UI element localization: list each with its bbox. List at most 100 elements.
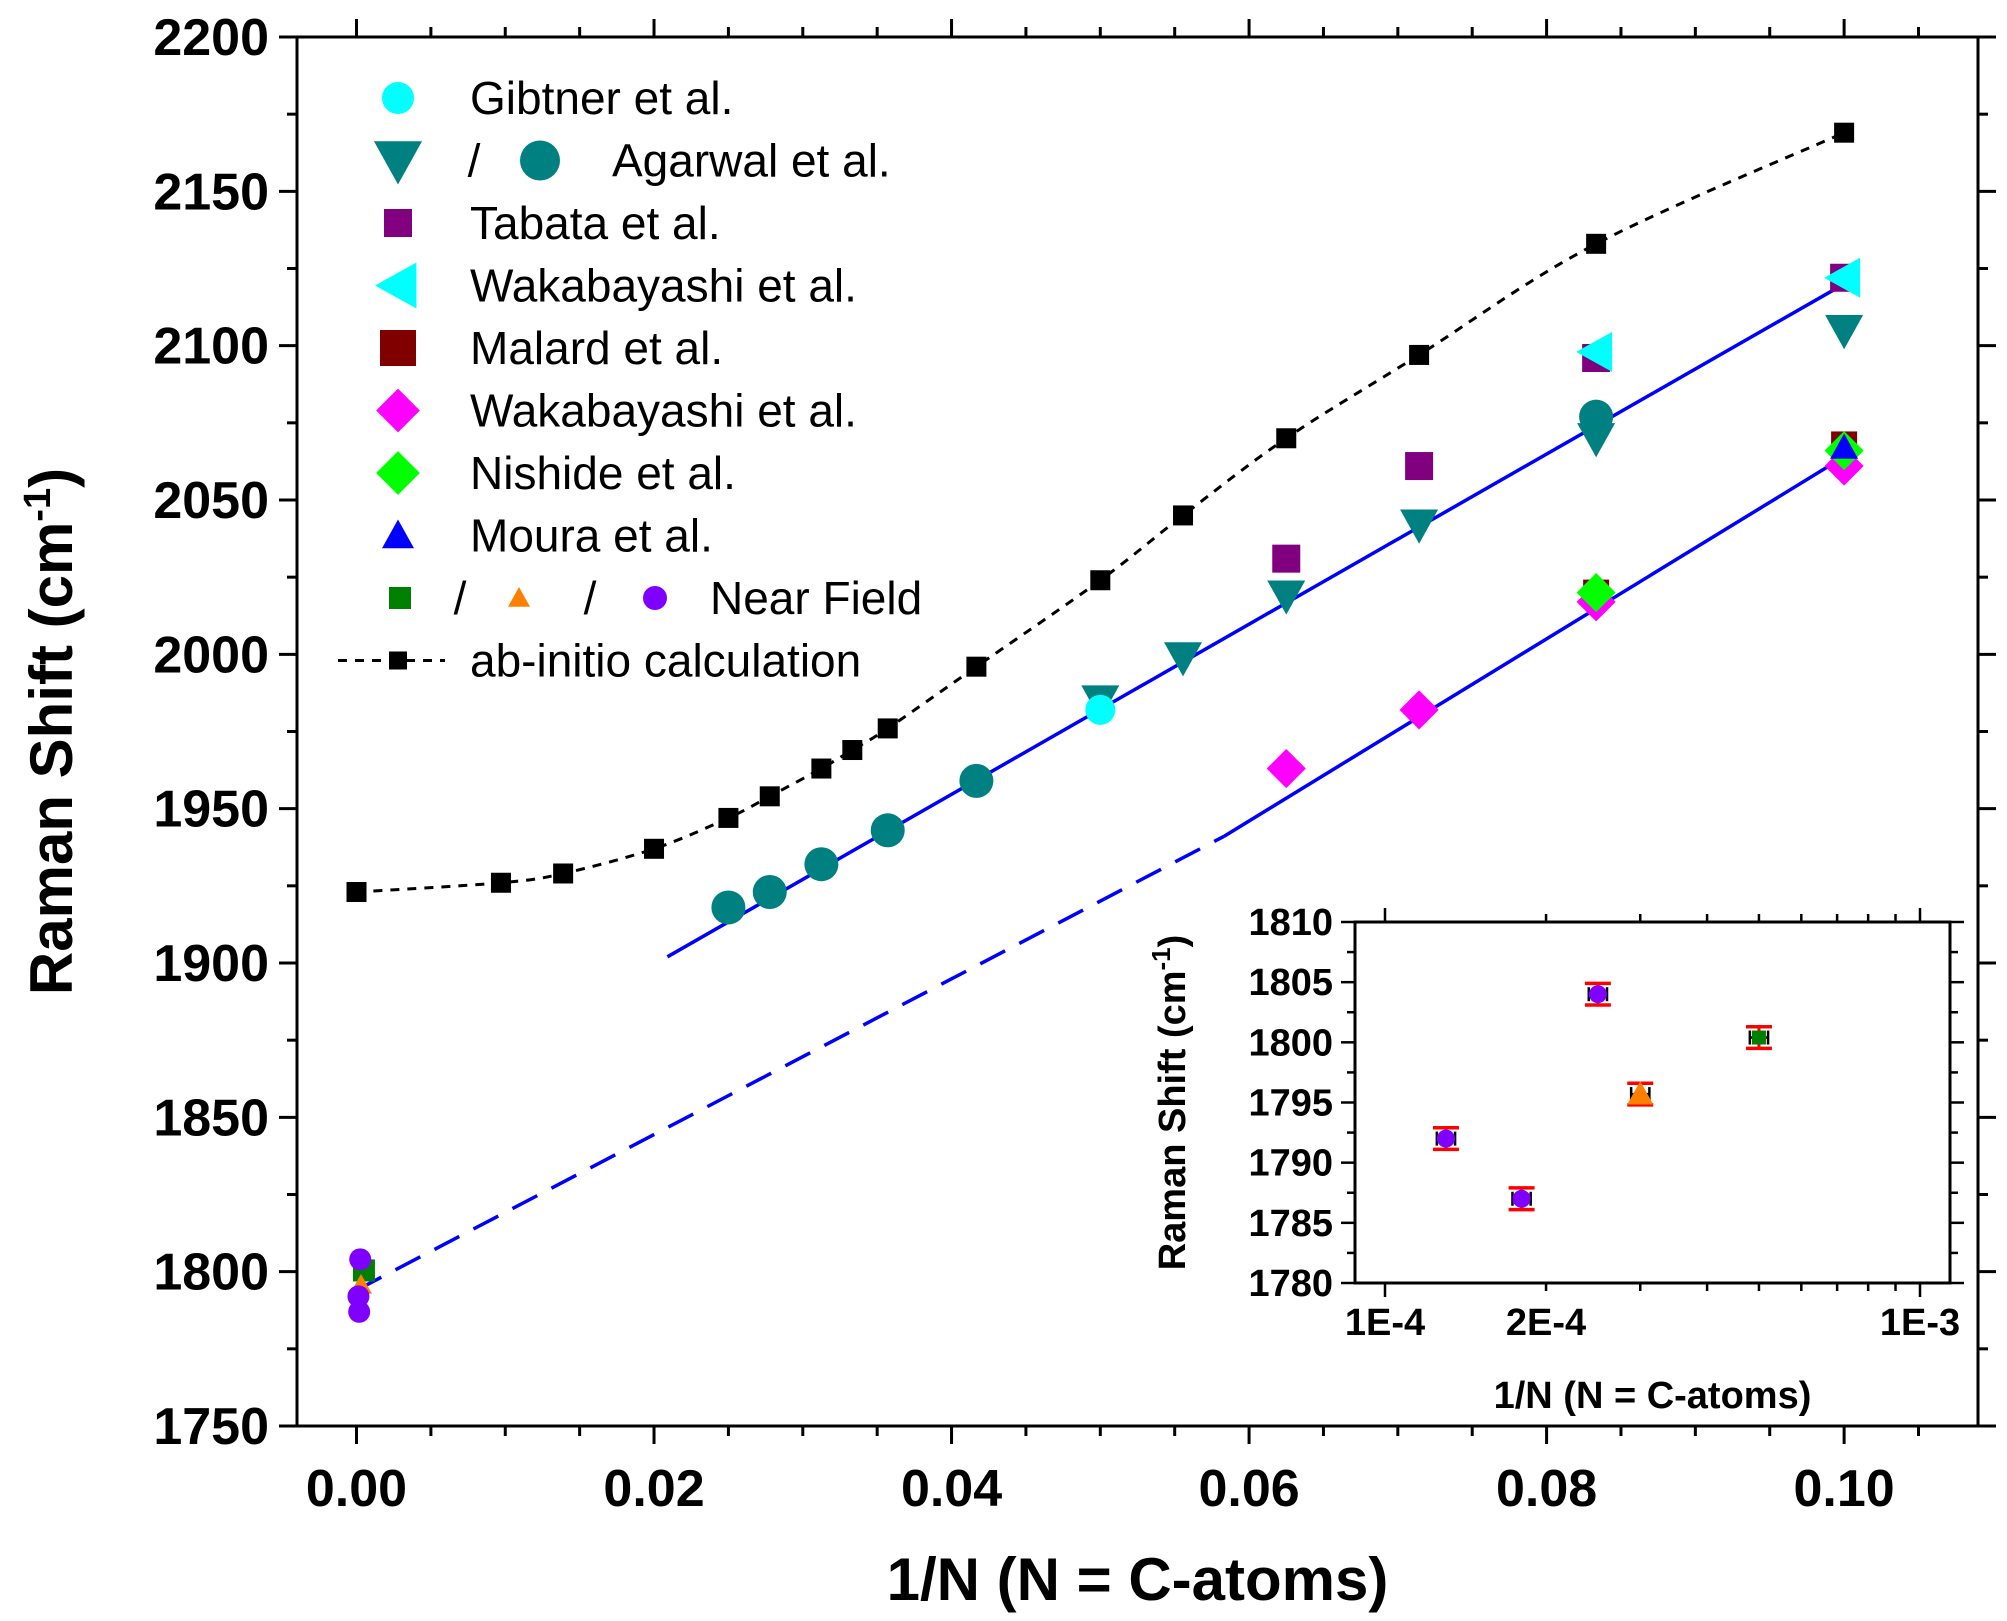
data-point-ab-initio-calculation (718, 807, 739, 828)
legend-separator: / (454, 572, 467, 624)
data-point-agarwal-et-al (959, 763, 994, 798)
inset-data-point-near-field (1436, 1129, 1455, 1148)
data-point-agarwal-et-al (711, 890, 746, 925)
inset-x-tick-label: 1E-4 (1345, 1302, 1425, 1344)
data-point-agarwal-et-al (804, 847, 839, 882)
data-point-near-field (347, 1285, 370, 1308)
inset-data-point-near-field (1588, 985, 1607, 1004)
legend: Gibtner et al. / Agarwal et al. Tabata et a… (338, 72, 922, 687)
inset-y-title-main: Raman Shift (cm (1152, 970, 1194, 1270)
data-point-ab-initio-calculation (1409, 344, 1430, 365)
data-point-agarwal-et-al (1400, 509, 1439, 544)
data-point-ab-initio-calculation (966, 656, 987, 677)
legend-label-near-field: Near Field (710, 572, 922, 624)
legend-marker-wakabayashi-et-al (376, 388, 420, 433)
data-point-wakabayashi-et-al (1824, 257, 1861, 298)
inset-x-axis-title: 1/N (N = C-atoms) (1494, 1375, 1812, 1417)
data-point-ab-initio-calculation (842, 740, 863, 761)
data-point-tabata-et-al (1405, 452, 1434, 481)
inset-data-point-near-field (1627, 1081, 1654, 1105)
y-tick-label: 1850 (153, 1089, 269, 1147)
data-point-ab-initio-calculation (1834, 122, 1855, 143)
legend-marker-tabata-et-al (384, 209, 412, 237)
data-point-ab-initio-calculation (644, 838, 665, 859)
inset-data-point-near-field (1751, 1030, 1766, 1045)
inset-y-tick-label: 1805 (1248, 962, 1333, 1004)
data-point-ab-initio-calculation (346, 882, 367, 903)
legend-marker-near-field (643, 586, 667, 610)
legend-marker-near-field (508, 587, 530, 607)
data-point-agarwal-et-al (1825, 315, 1864, 350)
data-point-agarwal-et-al (1577, 423, 1616, 458)
legend-marker-malard-et-al (380, 330, 416, 366)
data-point-gibtner-et-al (1085, 694, 1116, 725)
inset-y-title-close: ) (1152, 935, 1194, 948)
y-tick-label: 2200 (153, 9, 269, 67)
legend-label-tabata-et-al: Tabata et al. (470, 197, 721, 249)
inset-y-axis-title: Raman Shift (cm-1) (1146, 935, 1194, 1271)
data-point-moura-et-al (1830, 433, 1859, 459)
y-tick-label: 2000 (153, 626, 269, 684)
legend-label-nishide-et-al: Nishide et al. (470, 447, 736, 499)
legend-label-ab-initio-calculation: ab-initio calculation (470, 635, 861, 687)
data-point-agarwal-et-al (870, 813, 905, 848)
data-point-ab-initio-calculation (490, 872, 511, 893)
y-axis-title-sup: -1 (17, 488, 59, 522)
legend-label-gibtner-et-al: Gibtner et al. (470, 72, 733, 124)
legend-label-malard-et-al: Malard et al. (470, 322, 723, 374)
data-point-nishide-et-al (1576, 573, 1616, 613)
data-point-wakabayashi-et-al (1266, 748, 1306, 789)
x-tick-label: 0.04 (901, 1460, 1002, 1518)
y-tick-label: 2050 (153, 472, 269, 530)
data-point-tabata-et-al (1272, 544, 1301, 573)
data-point-wakabayashi-et-al (1576, 331, 1613, 372)
data-point-agarwal-et-al (1164, 642, 1203, 677)
y-tick-label: 1750 (153, 1398, 269, 1456)
x-tick-label: 0.08 (1496, 1460, 1597, 1518)
data-point-ab-initio-calculation (877, 718, 898, 739)
data-point-ab-initio-calculation (1173, 505, 1194, 526)
data-point-ab-initio-calculation (1090, 570, 1111, 591)
data-point-ab-initio-calculation (553, 863, 574, 884)
main-plot: 0.00 0.02 0.04 0.06 0.08 0.10 1750 1800 1850 1900… (17, 9, 1996, 1613)
x-tick-label: 0.02 (603, 1460, 704, 1518)
legend-marker-abinitio (389, 651, 407, 670)
inset-y-title-sup: -1 (1146, 947, 1176, 970)
inset-y-tick-label: 1795 (1248, 1083, 1333, 1125)
inset-data-point-near-field (1512, 1189, 1531, 1208)
y-tick-label: 1950 (153, 781, 269, 839)
y-axis-title-main: Raman Shift (cm (18, 522, 85, 995)
legend-marker-moura-et-al (382, 519, 414, 549)
inset-x-tick-label: 1E-3 (1880, 1302, 1960, 1344)
y-tick-label: 1900 (153, 935, 269, 993)
legend-marker-gibtner-et-al (382, 82, 414, 114)
inset-y-tick-label: 1800 (1248, 1022, 1333, 1064)
data-point-agarwal-et-al (752, 875, 787, 910)
data-point-ab-initio-calculation (1586, 233, 1607, 254)
legend-separator: / (584, 572, 597, 624)
data-point-ab-initio-calculation (811, 758, 832, 779)
legend-marker-agarwal-et-al (520, 140, 560, 181)
legend-marker-agarwal-et-al (374, 141, 422, 185)
inset-frame (1353, 920, 1952, 1285)
x-tick-label: 0.06 (1198, 1460, 1299, 1518)
y-tick-label: 1800 (153, 1244, 269, 1302)
fit-line (1222, 455, 1846, 838)
y-axis-title-close: ) (18, 468, 85, 488)
inset-y-tick-label: 1785 (1248, 1203, 1333, 1245)
legend-label-wakabayashi-et-al: Wakabayashi et al. (470, 260, 857, 312)
y-axis-title: Raman Shift (cm-1) (17, 468, 85, 995)
legend-separator: / (468, 135, 481, 187)
legend-marker-nishide-et-al (376, 451, 420, 495)
data-point-wakabayashi-et-al (1399, 690, 1439, 730)
fit-line (666, 282, 1845, 959)
inset-y-tick-label: 1780 (1248, 1263, 1333, 1305)
legend-label-agarwal-et-al: Agarwal et al. (612, 135, 891, 187)
x-axis-title: 1/N (N = C-atoms) (887, 1546, 1389, 1613)
legend-marker-near-field (389, 587, 411, 609)
data-point-ab-initio-calculation (759, 786, 780, 807)
data-point-near-field (348, 1300, 371, 1323)
abinitio-line (356, 131, 1845, 894)
